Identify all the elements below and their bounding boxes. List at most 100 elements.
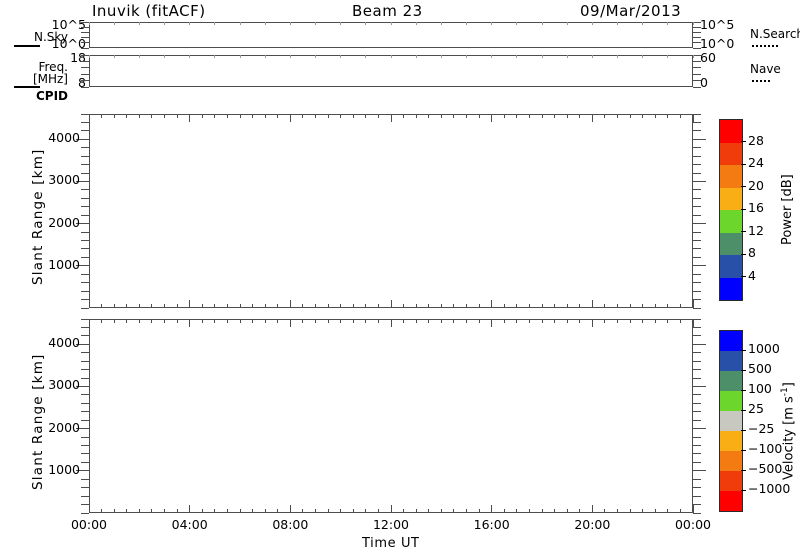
nsky-panel[interactable] [89, 22, 693, 48]
power-colorbar-label: 4 [748, 267, 756, 283]
velocity-xtick-bottom [214, 509, 216, 513]
power-xtick-bottom [340, 304, 342, 308]
power-ytick-minor [81, 282, 89, 284]
power-xtick-top [466, 114, 467, 118]
power-xtick-bottom [679, 304, 681, 308]
power-xtick-top [365, 114, 367, 118]
velocity-xtick-top [629, 319, 631, 323]
power-xtick-bottom [289, 300, 291, 308]
power-ytick-minor [81, 121, 89, 123]
nsky-xtick [516, 22, 518, 25]
velocity-colorbar[interactable] [719, 330, 743, 512]
velocity-ytick-right-minor [693, 377, 701, 379]
nsky-xtick [164, 22, 165, 25]
freq-ytick-left [81, 60, 89, 62]
nsky-xtick [617, 22, 618, 25]
freq-xtick [466, 55, 467, 58]
power-xtick-bottom [642, 304, 644, 308]
power-xtick-bottom [466, 304, 467, 308]
page-title-date: 09/Mar/2013 [580, 2, 682, 20]
velocity-xtick-bottom [428, 509, 430, 513]
velocity-ytick-right-minor [693, 411, 701, 413]
velocity-ytick-minor [81, 445, 89, 447]
velocity-xtick-bottom [226, 509, 228, 513]
x-axis-tick-label: 00:00 [70, 517, 108, 532]
velocity-xtick-top [226, 319, 228, 323]
velocity-xtick-top [503, 319, 505, 323]
velocity-colorbar-tick [741, 429, 746, 431]
velocity-colorbar-tick [741, 349, 746, 351]
velocity-xtick-top [126, 319, 128, 323]
velocity-ytick-right-minor [693, 419, 701, 421]
freq-ytick-left [81, 67, 89, 69]
velocity-xtick-bottom [642, 509, 644, 513]
velocity-colorbar-tick [741, 489, 746, 491]
freq-ytick-top: 18 [70, 50, 86, 65]
velocity-xtick-bottom [277, 509, 279, 513]
velocity-xtick-bottom [302, 509, 304, 513]
power-ytick-minor [81, 130, 89, 132]
freq-panel[interactable] [89, 55, 693, 87]
power-colorbar[interactable] [719, 119, 743, 301]
power-xtick-top [277, 114, 279, 118]
power-xtick-top [617, 114, 618, 118]
power-xtick-bottom [503, 304, 505, 308]
nsky-ytick-left [81, 31, 89, 33]
velocity-xtick-bottom [289, 505, 291, 513]
power-xtick-bottom [277, 304, 279, 308]
freq-xtick [239, 55, 241, 58]
power-ytick-label: 4000 [48, 130, 80, 146]
velocity-xtick-bottom [340, 509, 342, 513]
nsky-ytick-top: 10^5 [51, 17, 86, 32]
velocity-xtick-top [101, 319, 103, 323]
power-xtick-top [189, 114, 191, 122]
power-ytick-right-minor [693, 147, 701, 149]
power-xtick-bottom [302, 304, 304, 308]
freq-left-label-line1: Freq. [38, 60, 68, 74]
velocity-plot-panel[interactable] [89, 319, 693, 513]
power-plot-panel[interactable] [89, 114, 693, 308]
velocity-xtick-top [667, 319, 669, 323]
power-xtick-top [315, 114, 316, 118]
velocity-ytick-right-minor [693, 504, 701, 506]
nsky-ytick-bottom-right: 10^0 [700, 36, 735, 51]
velocity-xtick-top [327, 319, 329, 323]
velocity-colorbar-title-exponent: -1 [780, 387, 790, 397]
x-axis-title: Time UT [362, 536, 420, 551]
velocity-colorbar-label: −500 [748, 461, 783, 476]
power-xtick-top [428, 114, 430, 118]
nsky-xtick [239, 22, 241, 25]
power-ytick-minor [81, 307, 89, 309]
power-xtick-bottom [88, 300, 90, 308]
power-ytick-right-minor [693, 307, 701, 309]
power-xtick-bottom [113, 304, 115, 308]
power-ytick-major [76, 180, 89, 182]
velocity-ytick-minor [81, 360, 89, 362]
velocity-xtick-bottom [101, 509, 103, 513]
power-xtick-bottom [491, 300, 493, 308]
power-xtick-bottom [566, 304, 568, 308]
power-xtick-top [164, 114, 165, 118]
power-xtick-bottom [189, 300, 191, 308]
power-xtick-bottom [315, 304, 316, 308]
power-xtick-bottom [164, 304, 165, 308]
power-xtick-top [151, 114, 153, 118]
power-ytick-minor [81, 155, 89, 157]
colorbar-segment [720, 350, 742, 371]
velocity-ytick-minor [81, 419, 89, 421]
power-ytick-minor [81, 273, 89, 275]
velocity-ytick-minor [81, 512, 89, 514]
velocity-ytick-minor [81, 436, 89, 438]
velocity-xtick-top [654, 319, 656, 323]
velocity-xtick-bottom [579, 509, 581, 513]
power-colorbar-tick [741, 141, 746, 142]
power-xtick-top [289, 114, 291, 122]
velocity-ytick-right-minor [693, 461, 701, 463]
freq-xtick [667, 55, 669, 58]
power-ytick-label: 2000 [48, 214, 80, 230]
velocity-ytick-minor [81, 402, 89, 404]
power-xtick-bottom [453, 304, 455, 308]
velocity-ytick-minor [81, 411, 89, 413]
power-xtick-bottom [138, 304, 140, 308]
freq-xtick [214, 55, 216, 58]
